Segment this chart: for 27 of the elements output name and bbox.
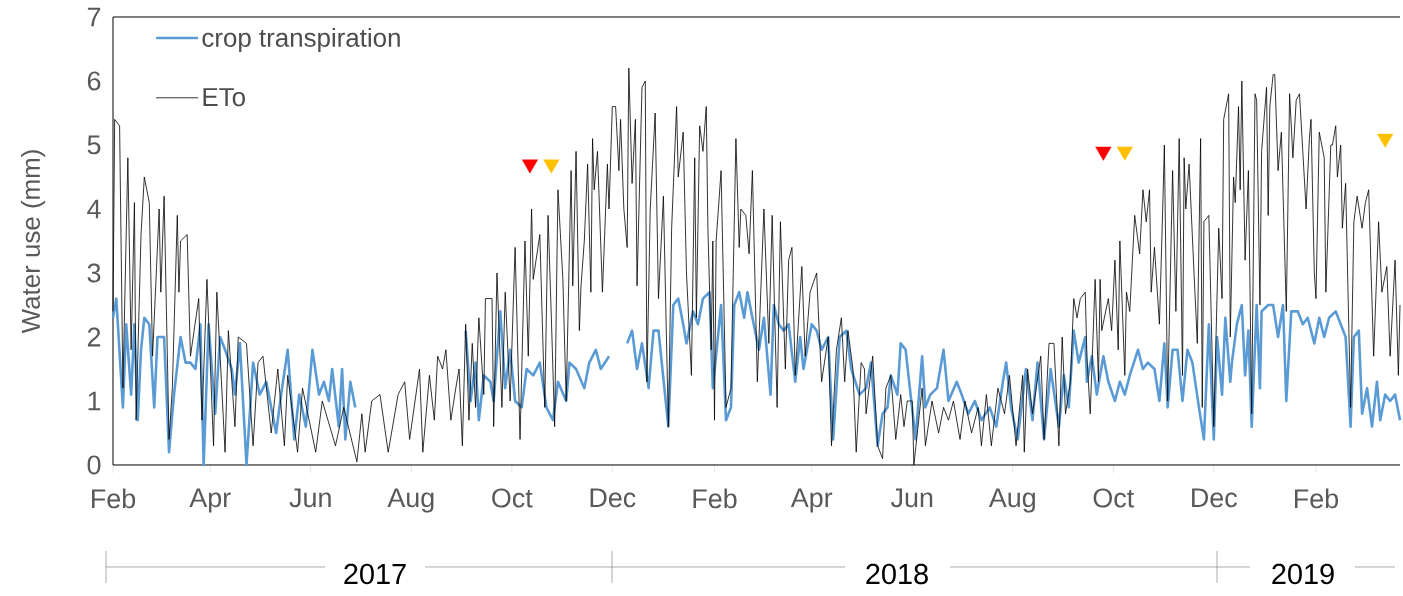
legend-label: crop transpiration <box>202 27 400 53</box>
x-tick-label: Aug <box>387 488 434 513</box>
y-tick-label: 2 <box>87 327 101 347</box>
x-tick-label: Feb <box>693 488 737 509</box>
text: 2018 <box>866 563 928 585</box>
x-tick-label: Apr <box>790 488 833 513</box>
y-tick-label: 5 <box>87 135 101 155</box>
y-tick-label: 1 <box>88 391 101 411</box>
legend-label: ETo <box>203 88 245 107</box>
x-tick-label: Jun <box>289 488 331 508</box>
x-tick-label: Feb <box>1294 488 1339 509</box>
y-tick-label: 6 <box>87 71 101 91</box>
x-tick-label: Aug <box>988 488 1035 513</box>
y-tick-label: 0 <box>87 455 101 475</box>
x-tick-label: Oct <box>1093 488 1135 508</box>
x-tick-label: Apr <box>189 488 231 513</box>
x-tick-label: Dec <box>1192 488 1238 508</box>
y-tick-label: 7 <box>87 7 101 27</box>
text: 2017 <box>344 563 406 585</box>
x-tick-label: Oct <box>492 488 533 508</box>
text: 2019 <box>1272 563 1334 585</box>
x-tick-label: Feb <box>92 488 136 509</box>
x-tick-label: Jun <box>890 488 933 508</box>
y-axis-title: Water use (mm) <box>21 150 46 334</box>
y-tick-label: 3 <box>87 263 101 283</box>
x-tick-label: Dec <box>590 488 636 508</box>
y-tick-label: 4 <box>87 199 101 219</box>
